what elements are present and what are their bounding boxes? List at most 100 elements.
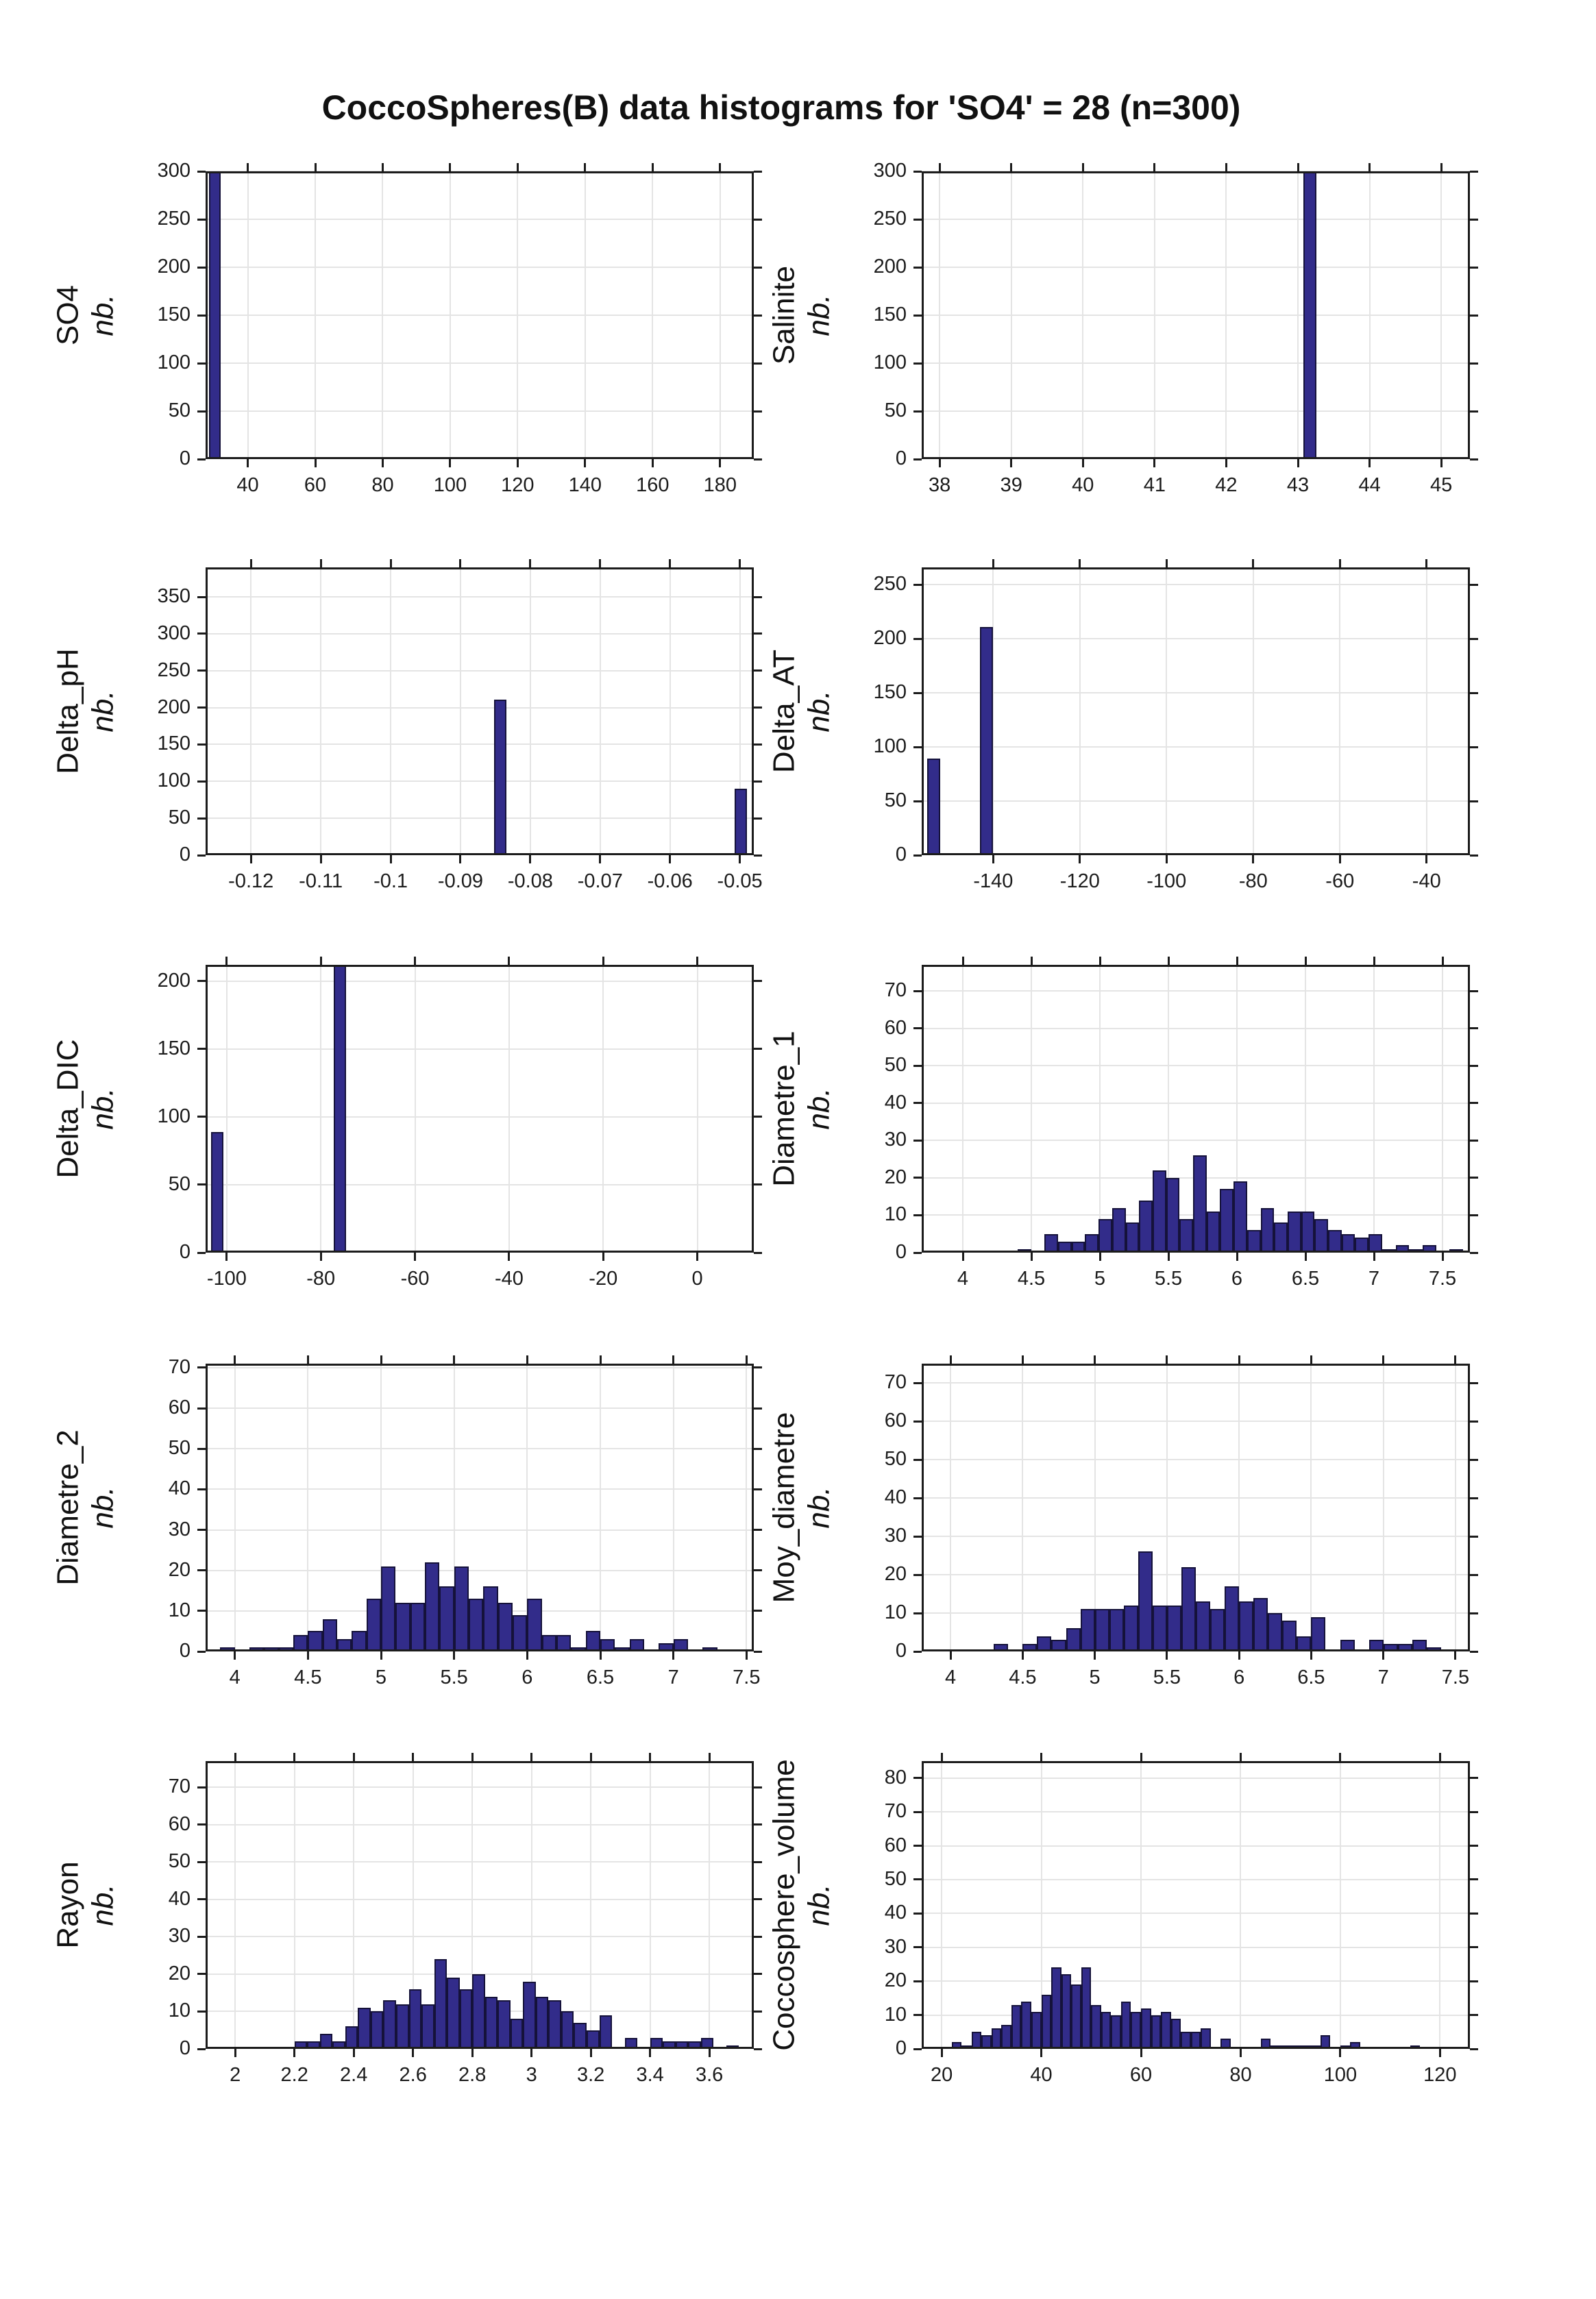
x-tick-label: 5 [1094,1268,1106,1290]
y-tick-mark [197,669,206,672]
histogram-bar [249,1647,265,1651]
x-tick-mark-top [1167,957,1170,965]
histogram-bar [1066,1628,1081,1651]
y-tick-label: 100 [873,735,907,758]
histogram-bar [425,1562,440,1651]
histogram-bar [1287,1212,1301,1253]
x-tick-mark-top [719,163,722,171]
x-tick-mark-top [1239,1753,1242,1761]
x-tick-label: 6 [1231,1268,1243,1290]
x-tick-mark-top [1454,1355,1457,1364]
histogram-bar [1340,1640,1355,1651]
y-tick-mark-right [1470,2014,1478,2017]
x-tick-label: 80 [1229,2064,1252,2086]
histogram-bar [1426,1647,1441,1651]
x-tick-mark [453,1651,456,1660]
x-tick-mark [1167,1253,1170,1261]
y-tick-mark [197,980,206,983]
x-tick-label: -0.1 [373,870,408,892]
y-tick-label: 300 [157,622,191,644]
histogram-bar [1123,1605,1138,1651]
x-gridline [739,567,741,855]
y-axis-label-name: SO4 [51,284,85,346]
plot-area [922,1364,1470,1651]
x-gridline [950,1364,952,1651]
y-gridline [206,1116,754,1118]
y-tick-mark [913,1845,922,1847]
subplot-delta_ph: -0.12 -0.11 -0.1 -0.09 -0.08 -0.07 -0.06 -0.05 0… [51,559,763,892]
x-tick-mark [234,2049,236,2057]
x-tick-mark-top [293,1753,296,1761]
y-tick-mark-right [1470,1912,1478,1915]
y-tick-mark [197,1366,206,1369]
x-tick-mark [1040,2049,1043,2057]
x-tick-label: 5.5 [1153,1667,1181,1688]
y-tick-mark-right [1470,1810,1478,1813]
y-tick-label: 40 [884,1091,907,1114]
x-tick-mark-top [1098,957,1101,965]
subplot-delta_at: -140 -120 -100 -80 -60 -40 0 50 100 150 200 250 Delt… [767,559,1478,892]
x-tick-label: -80 [306,1268,336,1290]
y-tick-label: 60 [168,1812,191,1835]
y-gridline [922,1065,1470,1067]
y-tick-mark-right [1470,410,1478,413]
y-tick-mark [913,1650,922,1653]
y-tick-mark-right [1470,2048,1478,2050]
y-axis-label-nb: nb. [86,1884,119,1926]
y-tick-mark-right [754,1650,762,1653]
y-tick-mark [197,1860,206,1863]
x-gridline [962,965,963,1253]
x-gridline [353,1761,355,2049]
histogram-bar [523,1981,536,2049]
x-tick-mark [389,855,392,863]
y-tick-mark [913,1612,922,1614]
x-tick-mark-top [1140,1753,1142,1761]
x-tick-mark [1373,1253,1375,1261]
x-tick-label: 44 [1358,474,1381,496]
x-tick-label: 2.6 [399,2064,427,2086]
y-gridline [206,219,754,220]
histogram-bar [981,2035,992,2049]
x-tick-label: 6.5 [1297,1667,1325,1688]
x-tick-mark [530,2049,533,2057]
x-tick-mark-top [1166,1355,1168,1364]
x-tick-mark [1425,855,1428,863]
x-tick-label: -0.08 [507,870,553,892]
y-tick-label: 70 [884,1371,907,1393]
y-tick-mark [197,595,206,598]
histogram-bar [1080,1609,1095,1651]
histogram-bar [472,1974,485,2049]
x-tick-label: 38 [929,474,951,496]
y-tick-mark [913,1777,922,1780]
y-tick-mark-right [754,1898,762,1901]
histogram-bar [1196,1601,1211,1651]
x-tick-mark [1010,459,1013,467]
x-gridline [1040,1761,1042,2049]
y-tick-label: 50 [884,1867,907,1890]
histogram-bar [1247,1230,1261,1253]
x-tick-mark-top [380,1355,382,1364]
histogram-bar [1138,1551,1153,1651]
x-tick-label: 6.5 [1291,1268,1320,1290]
y-tick-mark [197,1898,206,1901]
histogram-bar [454,1566,469,1651]
y-tick-mark-right [1470,1878,1478,1881]
y-tick-mark [197,1650,206,1653]
y-tick-mark-right [754,1251,762,1254]
histogram-bar [483,1586,498,1651]
y-tick-mark [913,1535,922,1538]
histogram-bar [366,1599,381,1651]
x-tick-mark [225,1253,228,1261]
histogram-bar [220,1647,235,1651]
y-tick-label: 0 [895,1640,907,1662]
y-tick-label: 10 [884,1601,907,1623]
y-axis-label: Delta_DIC nb. [51,1040,120,1179]
y-axis-label-nb: nb. [802,1087,835,1130]
y-gridline [922,1497,1470,1499]
histogram-bar [1166,1177,1180,1253]
histogram-bar [1253,1597,1268,1651]
x-tick-label: 120 [1423,2064,1457,2086]
histogram-bar [663,2041,676,2049]
y-tick-label: 50 [168,1437,191,1460]
x-tick-mark [938,459,941,467]
